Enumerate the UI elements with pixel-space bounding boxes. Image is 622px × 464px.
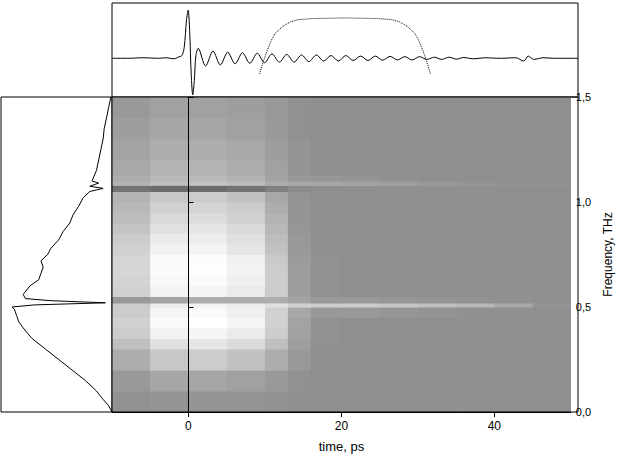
- svg-text:Frequency, THz: Frequency, THz: [601, 212, 615, 296]
- svg-text:0,0: 0,0: [575, 406, 592, 418]
- svg-text:40: 40: [488, 419, 502, 433]
- svg-text:1,5: 1,5: [575, 91, 592, 103]
- svg-text:1,0: 1,0: [575, 196, 592, 208]
- svg-text:0: 0: [185, 419, 192, 433]
- svg-text:time, ps: time, ps: [319, 439, 365, 454]
- svg-text:0,5: 0,5: [575, 301, 592, 313]
- svg-text:20: 20: [335, 419, 349, 433]
